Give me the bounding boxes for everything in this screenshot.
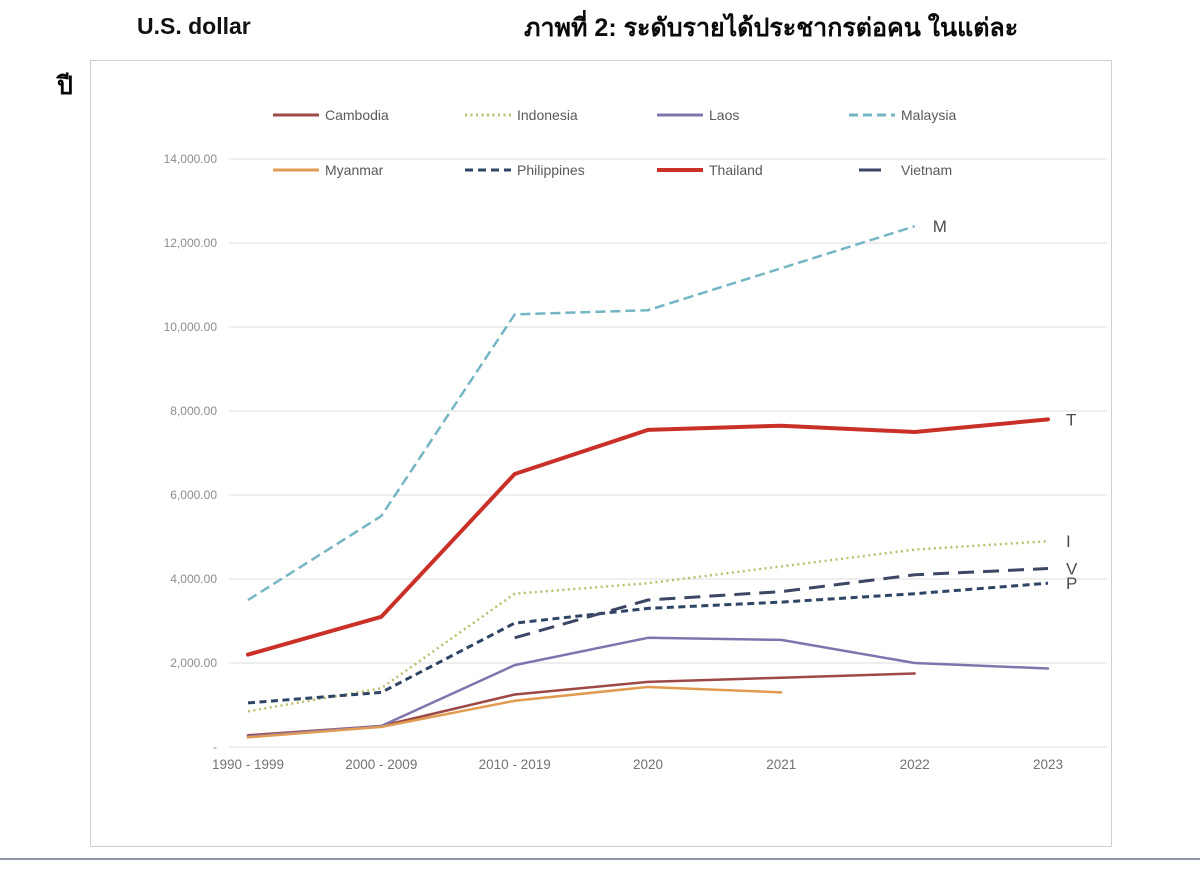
legend-label-indonesia: Indonesia [517,107,578,123]
series-end-label-vietnam: V [1066,560,1078,579]
series-line-malaysia [247,225,916,602]
y-axis-unit-label: U.S. dollar [137,13,251,39]
chart-title-line2: ปี [57,72,73,100]
series-end-label-indonesia: I [1066,532,1071,551]
legend-label-vietnam: Vietnam [901,162,953,178]
series-line-philippines [247,581,1049,705]
legend-label-thailand: Thailand [709,162,763,178]
legend-line-sample-myanmar [273,168,319,172]
series-line-myanmar [246,685,783,739]
y-axis-tick-label: 12,000.00 [164,236,218,250]
x-axis-tick-label: 2021 [766,757,796,772]
legend-line-sample-thailand [657,168,703,172]
series-end-label-thailand: T [1066,410,1076,429]
y-axis-tick-label: 10,000.00 [164,320,218,334]
legend-label-malaysia: Malaysia [901,107,957,123]
x-axis-tick-label: 1990 - 1999 [212,757,284,772]
legend-item-philippines: Philippines [465,162,657,178]
y-axis-tick-label: 8,000.00 [170,404,217,418]
series-line-cambodia [246,672,916,737]
y-axis-tick-label: 14,000.00 [164,152,218,166]
x-axis-tick-label: 2022 [900,757,930,772]
bottom-divider [0,858,1200,860]
legend-line-sample-malaysia [849,113,895,117]
x-axis-tick-label: 2000 - 2009 [345,757,417,772]
y-axis-tick-label: - [213,740,217,754]
legend-line-sample-cambodia [273,113,319,117]
legend-line-sample-laos [657,113,703,117]
chart-legend: Cambodia Indonesia Laos Malaysia Myanmar Phil… [273,107,1041,178]
legend-item-malaysia: Malaysia [849,107,1041,123]
series-end-label-philippines: P [1066,574,1077,593]
legend-item-myanmar: Myanmar [273,162,465,178]
legend-item-cambodia: Cambodia [273,107,465,123]
series-line-thailand [246,417,1050,657]
legend-item-vietnam: Vietnam [849,162,1041,178]
legend-label-laos: Laos [709,107,740,123]
legend-label-cambodia: Cambodia [325,107,389,123]
x-axis-tick-label: 2020 [633,757,663,772]
x-axis-tick-label: 2010 - 2019 [479,757,551,772]
legend-label-philippines: Philippines [517,162,585,178]
series-line-vietnam [514,567,1049,640]
legend-item-laos: Laos [657,107,849,123]
legend-label-myanmar: Myanmar [325,162,384,178]
y-axis-tick-label: 6,000.00 [170,488,217,502]
y-axis-tick-label: 4,000.00 [170,572,217,586]
legend-line-sample-vietnam [849,168,895,172]
legend-item-indonesia: Indonesia [465,107,657,123]
income-line-chart: 14,000.00 12,000.00 10,000.00 8,000.00 6,000… [164,152,1107,772]
y-axis-tick-label: 2,000.00 [170,656,217,670]
legend-line-sample-philippines [465,168,511,172]
series-end-label-malaysia: M [933,217,947,236]
legend-item-thailand: Thailand [657,162,849,178]
chart-container: Cambodia Indonesia Laos Malaysia Myanmar Phil… [90,60,1112,847]
chart-title-line1: ภาพที่ 2: ระดับรายได้ประชากรต่อคน ในแต่ล… [524,14,1019,42]
legend-line-sample-indonesia [465,113,511,117]
x-axis-tick-label: 2023 [1033,757,1063,772]
